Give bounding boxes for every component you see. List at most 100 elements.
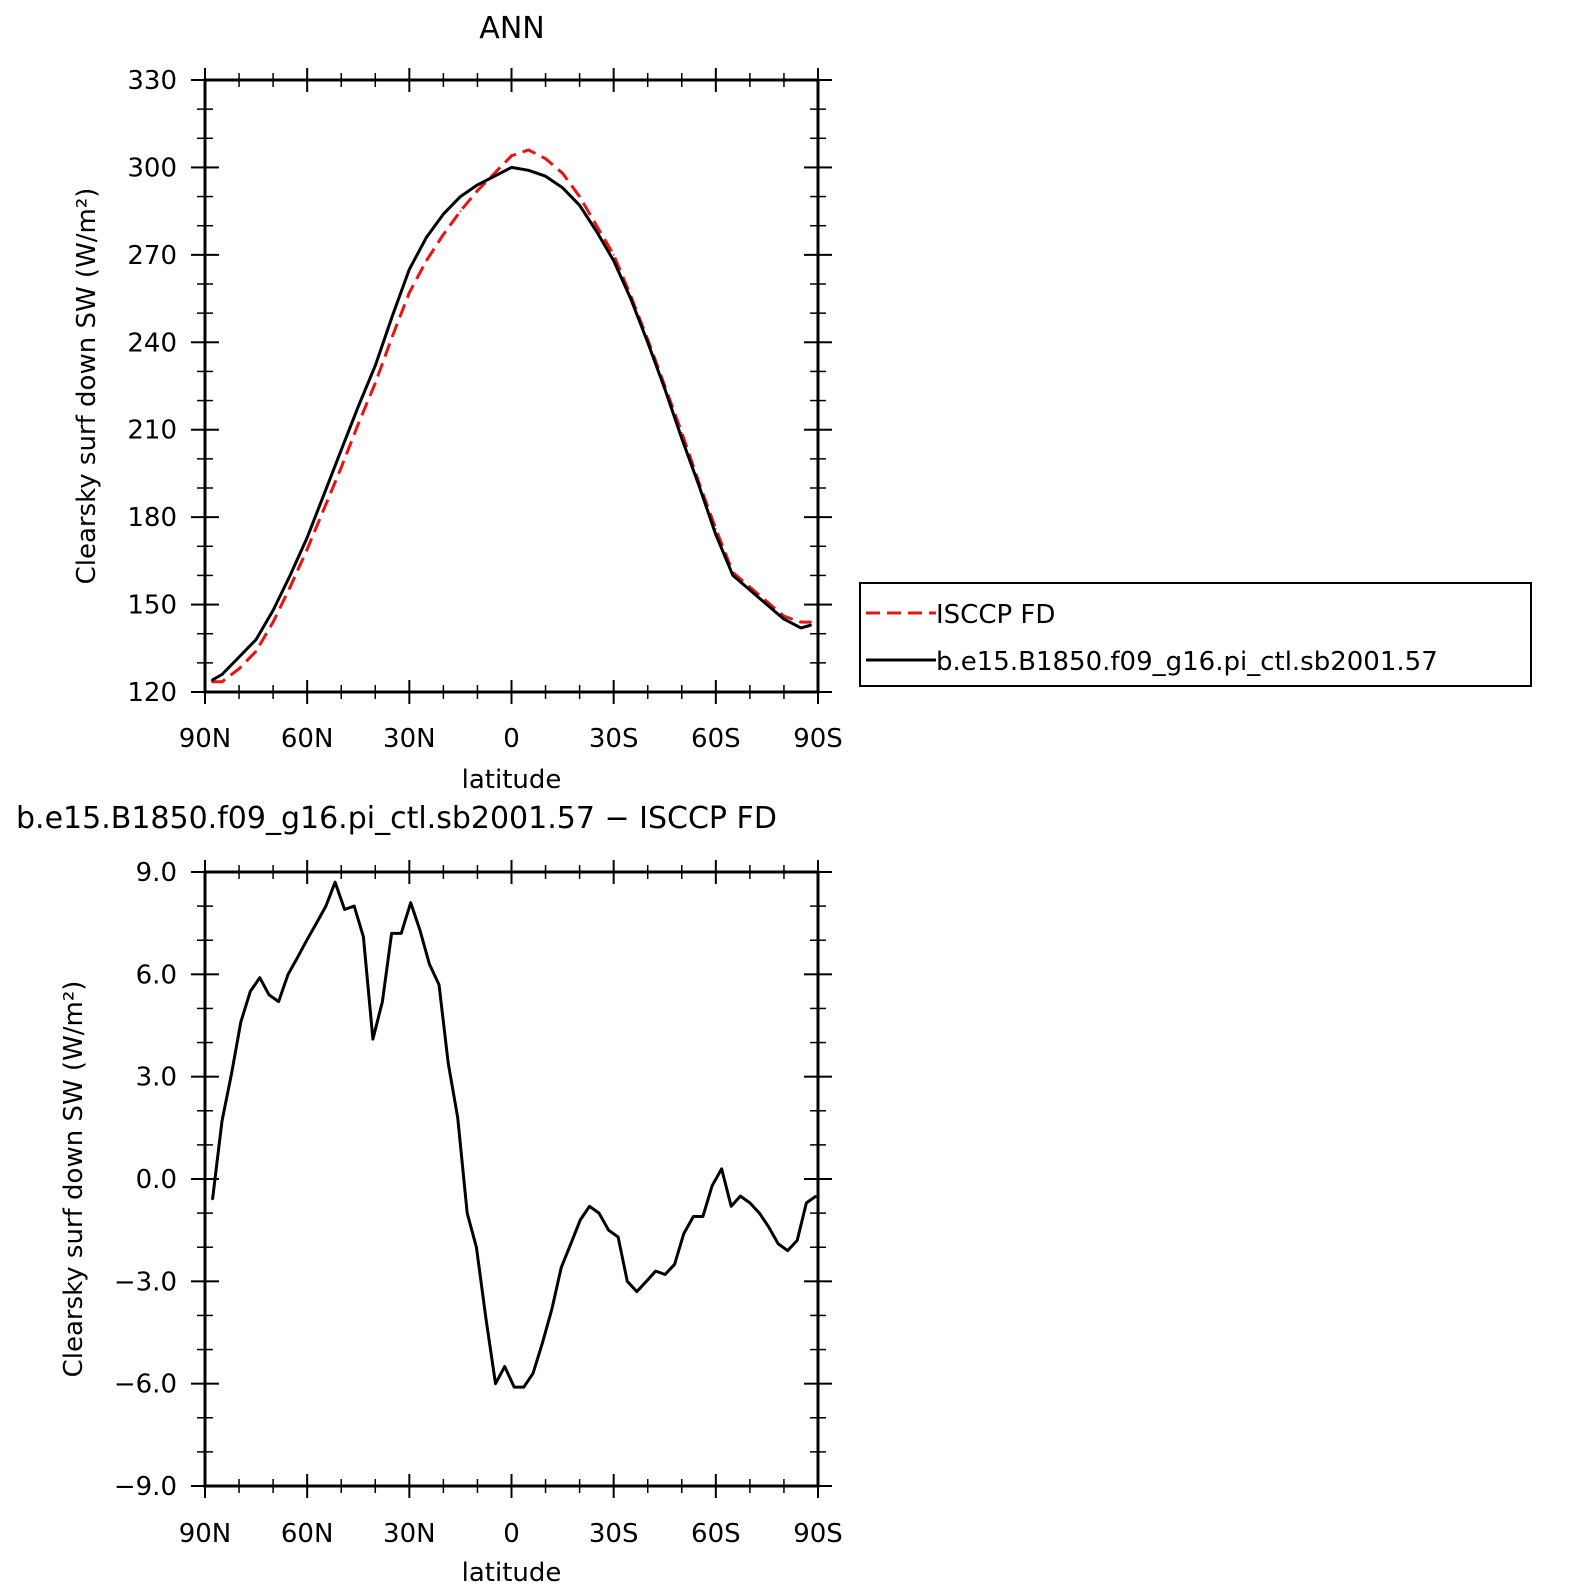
- x-tick-label: 30N: [383, 724, 436, 754]
- data-point: [654, 1270, 657, 1272]
- data-point: [323, 507, 325, 510]
- data-point: [249, 990, 252, 993]
- data-point: [561, 172, 564, 175]
- y-tick-label: 9.0: [136, 858, 177, 888]
- data-point: [381, 1000, 384, 1003]
- data-point: [255, 638, 257, 641]
- data-point: [268, 994, 270, 996]
- data-point: [289, 586, 291, 588]
- data-point: [425, 259, 428, 262]
- data-point: [357, 423, 360, 425]
- data-point: [277, 1000, 280, 1003]
- chart-2: b.e15.B1850.f09_g16.pi_ctl.sb2001.57 − I…: [16, 801, 843, 1588]
- data-point: [680, 437, 683, 440]
- data-point: [551, 1307, 553, 1310]
- data-point: [578, 204, 581, 207]
- data-point: [494, 1382, 497, 1385]
- x-axis-title: latitude: [462, 765, 562, 795]
- legend: ISCCP FD b.e15.B1850.f09_g16.pi_ctl.sb200…: [859, 582, 1532, 687]
- chart-title: ANN: [479, 11, 544, 46]
- data-point: [466, 1212, 469, 1214]
- data-point: [409, 901, 412, 904]
- data-point: [287, 973, 289, 976]
- data-point: [374, 364, 377, 367]
- data-point: [698, 484, 700, 486]
- y-tick-label: 300: [127, 153, 177, 183]
- y-tick-label: −3.0: [114, 1267, 177, 1297]
- data-point: [758, 1212, 761, 1214]
- data-point: [777, 1243, 779, 1245]
- legend-label: b.e15.B1850.f09_g16.pi_ctl.sb2001.57: [936, 647, 1438, 677]
- data-point: [493, 175, 496, 177]
- data-point: [510, 166, 513, 169]
- y-tick-label: 180: [127, 503, 177, 533]
- data-point: [459, 210, 462, 212]
- data-point: [238, 656, 240, 658]
- data-point: [796, 1239, 799, 1242]
- data-point: [588, 1205, 591, 1208]
- data-point: [664, 1273, 666, 1276]
- data-point: [646, 341, 649, 344]
- plot-frame: [203, 78, 820, 694]
- data-point: [325, 905, 327, 907]
- y-tick-label: 330: [127, 66, 177, 96]
- data-point: [475, 1246, 478, 1249]
- data-point: [391, 315, 394, 317]
- y-tick-label: 240: [127, 328, 177, 358]
- data-point: [732, 574, 734, 577]
- x-tick-label: 90N: [179, 1519, 232, 1549]
- data-point: [766, 600, 768, 603]
- data-point: [578, 195, 581, 198]
- legend-label: ISCCP FD: [936, 600, 1055, 630]
- data-point: [447, 1062, 449, 1064]
- data-point: [343, 908, 346, 911]
- data-point: [296, 956, 299, 959]
- data-point: [438, 983, 440, 986]
- data-point: [419, 929, 421, 931]
- data-point: [522, 1386, 525, 1388]
- data-point: [541, 1341, 544, 1344]
- data-point: [485, 1318, 487, 1320]
- x-tick-label: 30S: [589, 724, 639, 754]
- data-point: [569, 1243, 572, 1245]
- data-point: [715, 533, 717, 536]
- data-point: [340, 449, 343, 451]
- series-line-2: [211, 165, 812, 682]
- y-tick-label: 150: [127, 591, 177, 621]
- data-point: [493, 172, 496, 175]
- data-point: [815, 1195, 817, 1197]
- x-tick-label: 30N: [383, 1519, 436, 1549]
- data-point: [425, 236, 428, 239]
- data-point: [400, 932, 402, 935]
- data-point: [805, 1202, 808, 1204]
- data-point: [289, 574, 291, 577]
- data-point: [306, 939, 308, 942]
- data-point: [238, 667, 240, 670]
- data-point: [239, 1021, 242, 1023]
- data-point: [645, 1280, 648, 1283]
- plot-frame: [203, 870, 820, 1488]
- data-point: [353, 905, 355, 907]
- data-point: [561, 187, 564, 189]
- data-point: [544, 175, 547, 177]
- y-tick-label: −9.0: [114, 1472, 177, 1502]
- x-axis-title: latitude: [462, 1558, 562, 1588]
- data-point: [442, 213, 445, 215]
- data-point: [739, 1195, 742, 1197]
- data-point: [683, 1232, 685, 1235]
- chart-1: ANN 90N 60N 30N 0 30S 60S 90S 120 150 180 210 240 270…: [72, 11, 1532, 795]
- data-point: [334, 881, 336, 884]
- x-tick-label: 60S: [691, 724, 741, 754]
- data-point: [230, 1072, 233, 1075]
- data-point: [221, 673, 223, 676]
- data-point: [767, 1225, 770, 1228]
- data-point: [306, 548, 308, 550]
- data-point: [362, 936, 365, 938]
- data-point: [730, 1205, 732, 1208]
- x-tick-label: 30S: [589, 1519, 639, 1549]
- data-point: [306, 536, 308, 539]
- y-axis-title: Clearsky surf down SW (W/m²): [59, 981, 89, 1378]
- data-point: [221, 681, 223, 683]
- data-point: [617, 1236, 619, 1238]
- data-point: [711, 1185, 713, 1187]
